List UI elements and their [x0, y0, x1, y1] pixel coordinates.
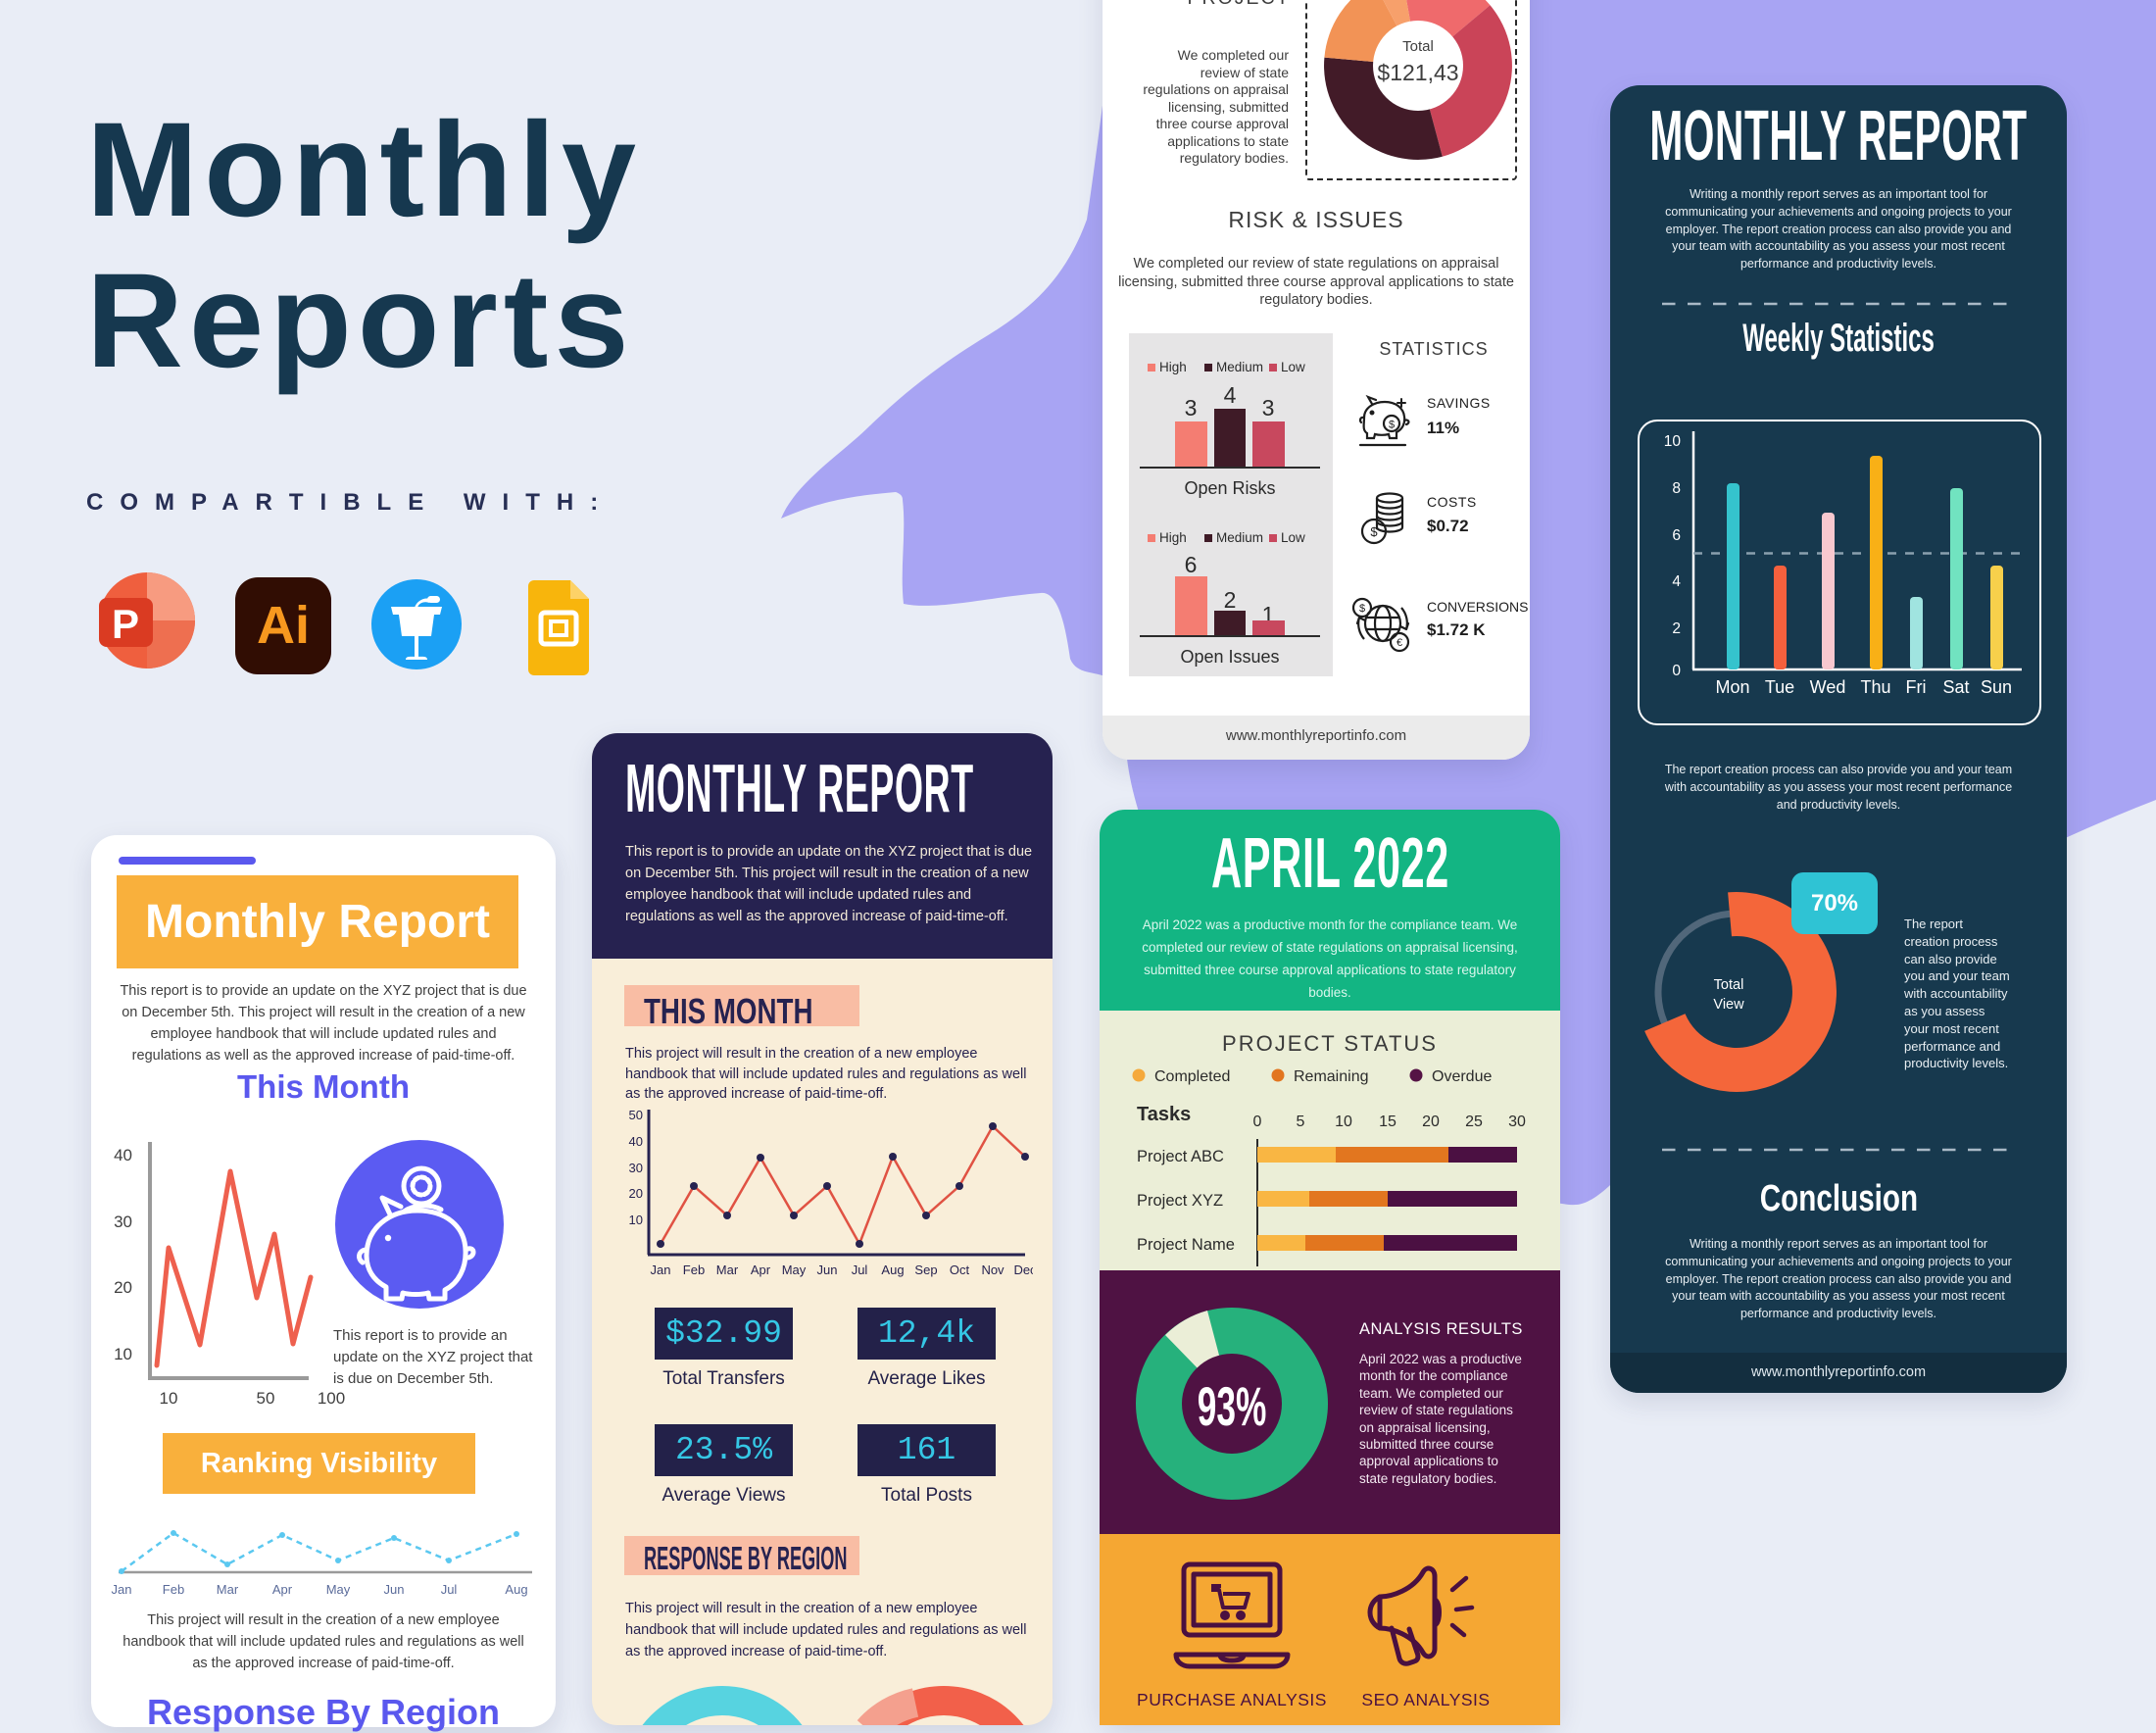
svg-text:6: 6 — [1672, 527, 1681, 544]
svg-text:20: 20 — [114, 1278, 132, 1297]
svg-text:Aug: Aug — [505, 1582, 527, 1597]
svg-text:Sep: Sep — [914, 1263, 937, 1277]
svg-text:4: 4 — [1224, 382, 1237, 408]
svg-text:10: 10 — [114, 1345, 132, 1363]
svg-text:Completed: Completed — [1154, 1068, 1230, 1085]
svg-text:Oct: Oct — [950, 1263, 970, 1277]
svg-text:Medium: Medium — [1216, 530, 1263, 545]
svg-text:50: 50 — [629, 1108, 643, 1122]
svg-text:Jul: Jul — [852, 1263, 868, 1277]
svg-text:Thu: Thu — [1860, 677, 1890, 697]
svg-text:Jun: Jun — [817, 1263, 838, 1277]
svg-text:Aug: Aug — [881, 1263, 904, 1277]
svg-text:Remaining: Remaining — [1294, 1068, 1368, 1085]
svg-text:May: May — [782, 1263, 807, 1277]
svg-text:Project ABC: Project ABC — [1137, 1148, 1224, 1165]
svg-text:6: 6 — [1185, 552, 1198, 577]
svg-text:100: 100 — [318, 1389, 345, 1408]
svg-text:30: 30 — [114, 1213, 132, 1231]
svg-text:10: 10 — [1335, 1114, 1352, 1130]
svg-text:15: 15 — [1379, 1114, 1396, 1130]
svg-text:50: 50 — [257, 1389, 275, 1408]
svg-text:Open Issues: Open Issues — [1180, 647, 1279, 667]
svg-text:P: P — [112, 601, 139, 647]
svg-text:10: 10 — [629, 1213, 643, 1227]
svg-text:Feb: Feb — [163, 1582, 184, 1597]
svg-text:Nov: Nov — [981, 1263, 1004, 1277]
svg-text:Mon: Mon — [1715, 677, 1749, 697]
svg-text:$: $ — [1389, 420, 1395, 431]
svg-text:Low: Low — [1281, 530, 1305, 545]
svg-text:Overdue: Overdue — [1432, 1068, 1492, 1085]
svg-text:Apr: Apr — [272, 1582, 293, 1597]
svg-text:$: $ — [1359, 603, 1365, 615]
svg-text:Sun: Sun — [1981, 677, 2012, 697]
svg-text:High: High — [1159, 360, 1187, 374]
svg-text:Open Risks: Open Risks — [1184, 478, 1275, 498]
svg-text:Tue: Tue — [1765, 677, 1794, 697]
svg-text:5: 5 — [1297, 1114, 1305, 1130]
svg-text:40: 40 — [114, 1146, 132, 1164]
svg-text:Jun: Jun — [384, 1582, 405, 1597]
svg-text:Project XYZ: Project XYZ — [1137, 1192, 1223, 1210]
svg-text:Ai: Ai — [257, 596, 310, 655]
svg-text:Sat: Sat — [1942, 677, 1969, 697]
svg-text:0: 0 — [1672, 663, 1681, 679]
svg-text:0: 0 — [1253, 1114, 1262, 1130]
svg-text:May: May — [326, 1582, 351, 1597]
svg-text:20: 20 — [629, 1186, 643, 1201]
svg-text:30: 30 — [629, 1161, 643, 1175]
svg-text:€: € — [1396, 637, 1402, 649]
svg-text:Jan: Jan — [651, 1263, 671, 1277]
svg-text:Project Name: Project Name — [1137, 1236, 1235, 1254]
svg-text:Jan: Jan — [112, 1582, 132, 1597]
svg-text:Fri: Fri — [1906, 677, 1927, 697]
svg-text:2: 2 — [1672, 620, 1681, 637]
svg-text:3: 3 — [1262, 395, 1275, 421]
svg-text:High: High — [1159, 530, 1187, 545]
svg-text:Feb: Feb — [683, 1263, 705, 1277]
svg-text:Mar: Mar — [716, 1263, 739, 1277]
svg-text:8: 8 — [1672, 480, 1681, 497]
svg-text:10: 10 — [1664, 433, 1682, 450]
svg-text:Jul: Jul — [441, 1582, 458, 1597]
svg-text:25: 25 — [1465, 1114, 1483, 1130]
svg-text:3: 3 — [1185, 395, 1198, 421]
svg-text:Wed: Wed — [1810, 677, 1846, 697]
svg-text:4: 4 — [1672, 573, 1681, 590]
svg-text:40: 40 — [629, 1134, 643, 1149]
svg-text:Mar: Mar — [217, 1582, 239, 1597]
svg-text:$: $ — [1370, 524, 1378, 539]
svg-text:2: 2 — [1224, 587, 1237, 613]
svg-text:10: 10 — [160, 1389, 178, 1408]
svg-text:Dec: Dec — [1013, 1263, 1033, 1277]
svg-text:Apr: Apr — [751, 1263, 771, 1277]
svg-text:30: 30 — [1508, 1114, 1526, 1130]
svg-text:20: 20 — [1422, 1114, 1440, 1130]
svg-text:Low: Low — [1281, 360, 1305, 374]
svg-text:Medium: Medium — [1216, 360, 1263, 374]
